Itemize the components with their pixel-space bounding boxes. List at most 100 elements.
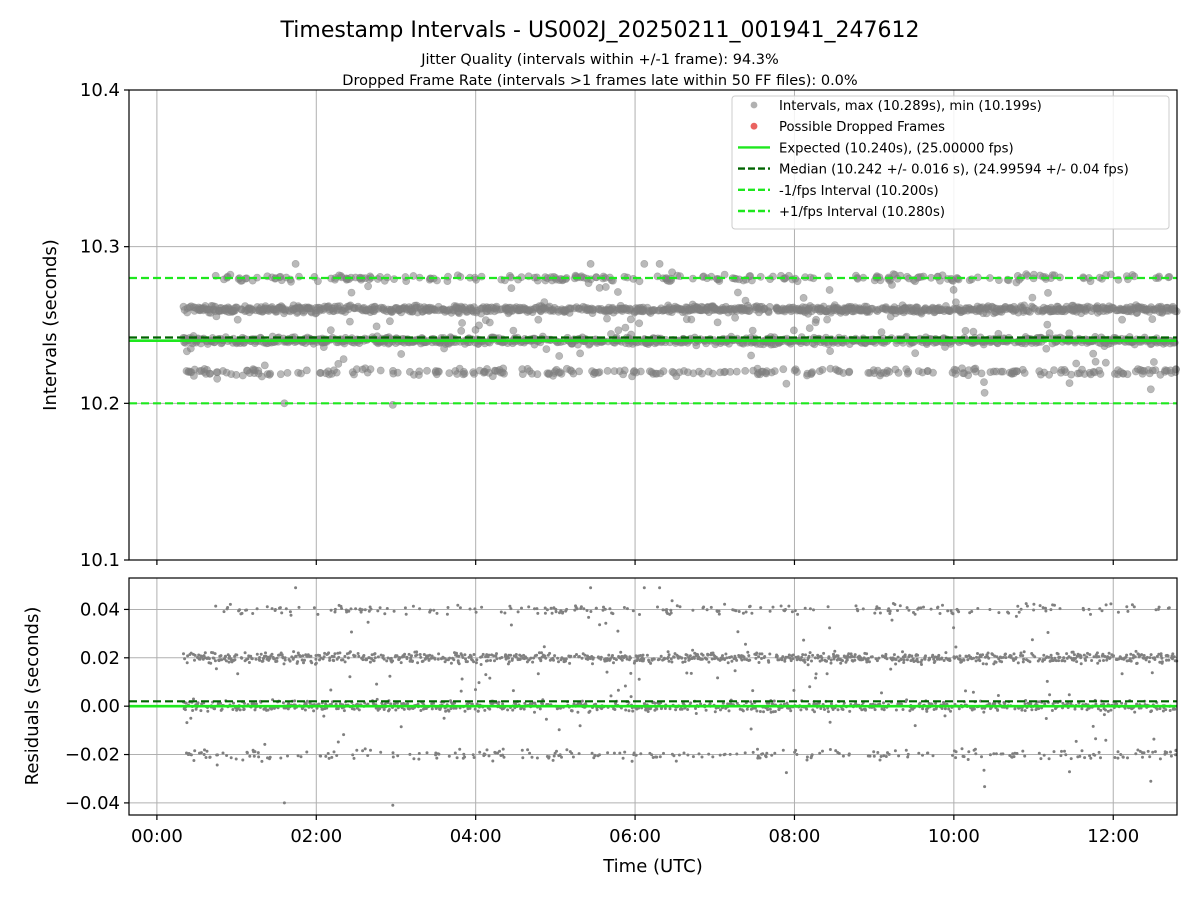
residual-point bbox=[876, 751, 880, 754]
residual-point bbox=[557, 728, 561, 732]
residual-point bbox=[839, 661, 843, 665]
residual-point bbox=[284, 607, 288, 611]
residual-point bbox=[691, 648, 695, 652]
residual-point bbox=[789, 659, 793, 663]
residual-point bbox=[717, 609, 721, 613]
residual-point bbox=[861, 607, 865, 611]
residual-point bbox=[1094, 737, 1098, 741]
residual-point bbox=[1069, 757, 1073, 761]
residual-point bbox=[948, 659, 952, 662]
residual-point bbox=[328, 656, 332, 660]
residual-point bbox=[1049, 653, 1053, 657]
residual-point bbox=[764, 755, 768, 759]
residual-point bbox=[418, 653, 422, 656]
residual-point bbox=[799, 708, 803, 712]
residual-point bbox=[611, 612, 615, 616]
residual-point bbox=[396, 754, 400, 758]
residual-point bbox=[638, 613, 641, 616]
residual-point bbox=[744, 642, 747, 646]
residual-point bbox=[982, 768, 986, 772]
residual-point bbox=[389, 702, 393, 706]
residual-point bbox=[503, 611, 507, 615]
residual-point bbox=[1075, 660, 1079, 664]
x-axis-label: Time (UTC) bbox=[602, 856, 703, 877]
residual-point bbox=[685, 671, 689, 675]
top-y-tick-label: 10.2 bbox=[80, 393, 120, 414]
residual-point bbox=[593, 754, 597, 758]
residual-point bbox=[1071, 650, 1075, 654]
residual-point bbox=[735, 752, 739, 756]
residual-point bbox=[1009, 654, 1013, 658]
residual-point bbox=[564, 657, 568, 661]
residual-point bbox=[904, 748, 908, 752]
residual-point bbox=[575, 607, 579, 611]
residual-point bbox=[256, 751, 260, 755]
residual-point bbox=[796, 612, 800, 616]
residual-point bbox=[299, 755, 303, 759]
residual-point bbox=[775, 654, 779, 658]
interval-point bbox=[295, 272, 303, 281]
residual-point bbox=[612, 661, 615, 665]
residual-point bbox=[658, 586, 662, 590]
residual-point bbox=[630, 759, 634, 763]
residual-point bbox=[530, 755, 534, 759]
residual-point bbox=[535, 653, 539, 657]
residual-point bbox=[718, 753, 722, 757]
residual-point bbox=[1092, 655, 1096, 659]
residual-point bbox=[557, 660, 560, 664]
residual-point bbox=[332, 750, 336, 754]
residual-point bbox=[666, 655, 670, 659]
residual-point bbox=[868, 754, 872, 758]
residual-point bbox=[937, 653, 941, 657]
residual-point bbox=[526, 748, 530, 752]
residual-point bbox=[1167, 606, 1171, 610]
residual-point bbox=[1030, 708, 1034, 712]
residual-point bbox=[1083, 756, 1087, 760]
residual-point bbox=[573, 608, 577, 612]
residual-point bbox=[468, 706, 472, 710]
residual-point bbox=[516, 610, 520, 614]
residual-point bbox=[391, 803, 395, 807]
residual-point bbox=[342, 733, 346, 737]
residual-point bbox=[199, 709, 203, 713]
interval-point bbox=[1067, 370, 1076, 379]
residual-point bbox=[791, 657, 795, 661]
residual-point bbox=[829, 658, 833, 662]
interval-point bbox=[1101, 358, 1110, 367]
residual-point bbox=[1039, 757, 1043, 761]
residual-point bbox=[1051, 702, 1055, 706]
residual-point bbox=[906, 752, 910, 756]
residual-point bbox=[848, 709, 852, 713]
residual-point bbox=[1134, 649, 1138, 653]
residual-point bbox=[614, 658, 618, 662]
residual-point bbox=[663, 707, 667, 710]
residual-point bbox=[253, 708, 257, 712]
interval-point bbox=[276, 370, 285, 379]
residual-point bbox=[238, 608, 241, 612]
residual-point bbox=[837, 752, 841, 755]
residual-point bbox=[372, 659, 376, 663]
residual-point bbox=[281, 701, 285, 705]
residual-point bbox=[399, 725, 403, 729]
residual-point bbox=[448, 656, 452, 660]
residual-point bbox=[1073, 707, 1077, 711]
residual-point bbox=[552, 754, 556, 758]
residual-point bbox=[297, 605, 301, 609]
residual-point bbox=[453, 751, 457, 755]
residual-point bbox=[771, 605, 775, 609]
residual-point bbox=[988, 753, 992, 757]
residual-point bbox=[1080, 749, 1084, 753]
residual-point bbox=[1062, 656, 1066, 660]
residual-point bbox=[478, 750, 482, 754]
residual-point bbox=[419, 655, 423, 659]
interval-point bbox=[376, 366, 385, 375]
residual-point bbox=[359, 610, 363, 614]
interval-point bbox=[782, 379, 791, 388]
residual-point bbox=[1106, 655, 1110, 659]
residual-point bbox=[735, 701, 739, 705]
residual-point bbox=[332, 659, 336, 663]
residual-point bbox=[973, 747, 977, 751]
residual-point bbox=[186, 654, 190, 658]
residual-point bbox=[199, 751, 203, 755]
residual-point bbox=[766, 708, 770, 712]
